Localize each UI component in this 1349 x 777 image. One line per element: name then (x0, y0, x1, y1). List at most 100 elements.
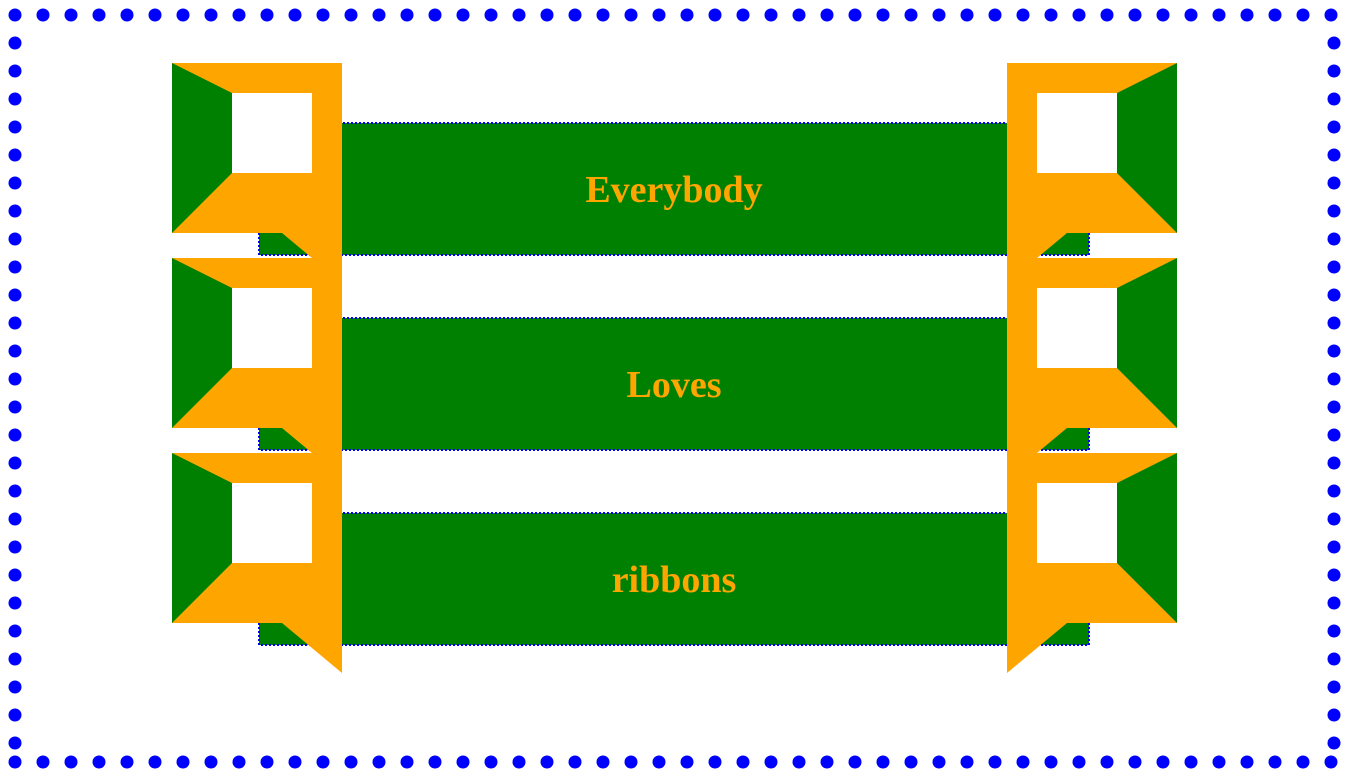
frame-dot (1324, 8, 1338, 22)
frame-dot (708, 8, 722, 22)
frame-dot (1268, 8, 1282, 22)
ribbon-notch (232, 483, 312, 563)
ribbon-fold-strip (312, 63, 342, 283)
ribbon-fold-top (172, 63, 342, 93)
frame-dot (484, 8, 498, 22)
frame-dot (848, 755, 862, 769)
frame-dot (1184, 755, 1198, 769)
frame-dot (204, 8, 218, 22)
frame-dot (1327, 652, 1341, 666)
frame-dot (92, 8, 106, 22)
frame-dot (316, 8, 330, 22)
frame-dot (1327, 64, 1341, 78)
frame-dot (8, 428, 22, 442)
frame-dot (848, 8, 862, 22)
frame-dot (1327, 596, 1341, 610)
ribbon-fold-top (1007, 63, 1177, 93)
frame-dot (820, 755, 834, 769)
frame-dot (960, 8, 974, 22)
frame-dot (1072, 755, 1086, 769)
frame-dot (1327, 484, 1341, 498)
frame-dot (8, 540, 22, 554)
ribbon-fold-bottom (1037, 563, 1177, 623)
frame-dot (512, 755, 526, 769)
frame-dot (1156, 755, 1170, 769)
frame-dot (1268, 755, 1282, 769)
frame-dot (736, 8, 750, 22)
frame-dot (8, 232, 22, 246)
frame-dot (1327, 176, 1341, 190)
ribbon-notch (1037, 288, 1117, 368)
frame-dot (372, 8, 386, 22)
frame-dot (8, 8, 22, 22)
ribbon-fold-strip (1007, 63, 1037, 283)
frame-dot (344, 8, 358, 22)
frame-dot (1327, 624, 1341, 638)
frame-dot (8, 120, 22, 134)
frame-dot (708, 755, 722, 769)
ribbon-fold-top (172, 453, 342, 483)
ribbon-fold-top (172, 258, 342, 288)
frame-dot (1044, 755, 1058, 769)
frame-dot (148, 8, 162, 22)
frame-dot (400, 755, 414, 769)
frame-dot (652, 8, 666, 22)
frame-dot (1327, 736, 1341, 750)
frame-dot (680, 8, 694, 22)
ribbon-tail (282, 623, 342, 673)
ribbon-label: Everybody (585, 169, 762, 211)
frame-dot (372, 755, 386, 769)
frame-dot (876, 8, 890, 22)
frame-dot (8, 204, 22, 218)
frame-dot (540, 8, 554, 22)
ribbon-fold-strip (1007, 258, 1037, 478)
frame-dot (204, 755, 218, 769)
frame-dot (596, 755, 610, 769)
frame-dot (1327, 708, 1341, 722)
frame-dot (1016, 8, 1030, 22)
frame-dot (1296, 755, 1310, 769)
frame-dot (568, 755, 582, 769)
frame-dot (288, 755, 302, 769)
frame-dot (8, 512, 22, 526)
frame-dot (1212, 755, 1226, 769)
frame-dot (456, 755, 470, 769)
frame-dot (1184, 8, 1198, 22)
frame-dot (1327, 344, 1341, 358)
frame-dot (456, 8, 470, 22)
frame-dot (484, 755, 498, 769)
frame-dot (1044, 8, 1058, 22)
ribbon: Loves (172, 258, 1177, 478)
frame-dot (8, 652, 22, 666)
ribbon-band (258, 317, 1090, 451)
ribbon-notch (1037, 483, 1117, 563)
frame-dot (288, 8, 302, 22)
frame-dot (8, 288, 22, 302)
ribbon-fold-bottom (1037, 173, 1177, 233)
frame-dot (904, 8, 918, 22)
frame-dot (932, 755, 946, 769)
frame-dot (148, 755, 162, 769)
frame-dot (1016, 755, 1030, 769)
frame-dot (64, 8, 78, 22)
frame-dot (1156, 8, 1170, 22)
frame-dot (8, 64, 22, 78)
frame-dot (932, 8, 946, 22)
frame-dot (1072, 8, 1086, 22)
ribbon-fold-bottom (172, 173, 312, 233)
frame-dot (92, 755, 106, 769)
frame-dot (1327, 512, 1341, 526)
frame-dot (988, 8, 1002, 22)
frame-dot (1327, 680, 1341, 694)
frame-dot (232, 8, 246, 22)
frame-dot (8, 148, 22, 162)
frame-dot (8, 568, 22, 582)
frame-dot (1327, 120, 1341, 134)
frame-dot (792, 8, 806, 22)
frame-dot (1327, 372, 1341, 386)
ribbon-fold-top (1007, 258, 1177, 288)
frame-dot (1327, 568, 1341, 582)
frame-dot (1327, 428, 1341, 442)
frame-dot (8, 372, 22, 386)
